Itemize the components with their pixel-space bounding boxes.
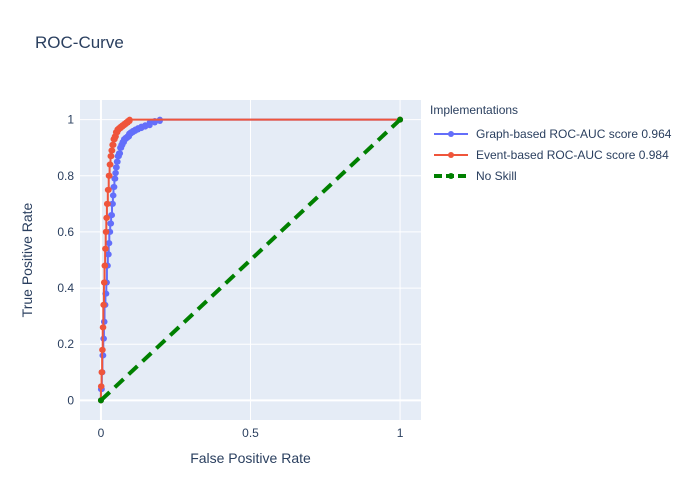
series-2-point[interactable] bbox=[97, 397, 104, 404]
series-0-point[interactable] bbox=[111, 184, 118, 191]
series-1-point[interactable] bbox=[99, 369, 106, 376]
series-1-point[interactable] bbox=[103, 228, 110, 235]
series-0-point[interactable] bbox=[112, 175, 119, 182]
y-tick-label: 0.2 bbox=[57, 337, 74, 351]
series-0-point[interactable] bbox=[117, 150, 124, 157]
series-0-point[interactable] bbox=[114, 158, 121, 165]
series-2 bbox=[97, 116, 404, 404]
series-0-point[interactable] bbox=[106, 240, 113, 247]
series-1-point[interactable] bbox=[98, 383, 105, 390]
series-1-point[interactable] bbox=[99, 346, 106, 353]
legend-swatch-marker bbox=[448, 172, 454, 179]
series-1-point[interactable] bbox=[109, 147, 116, 154]
chart-title: ROC-Curve bbox=[35, 33, 124, 52]
legend-item-event-based[interactable]: Event-based ROC-AUC score 0.984 bbox=[430, 144, 671, 165]
y-tick-label: 0.6 bbox=[57, 225, 74, 239]
series-0-point[interactable] bbox=[112, 169, 119, 176]
series-0-point[interactable] bbox=[110, 192, 117, 199]
legend-item-graph-based[interactable]: Graph-based ROC-AUC score 0.964 bbox=[430, 123, 671, 144]
y-tick-label: 0 bbox=[67, 393, 74, 407]
legend-title: Implementations bbox=[430, 103, 519, 117]
legend[interactable]: Implementations Graph-based ROC-AUC scor… bbox=[430, 103, 671, 186]
y-axis-title: True Positive Rate bbox=[19, 202, 35, 317]
series-2-point[interactable] bbox=[397, 116, 404, 123]
series-1-point[interactable] bbox=[100, 324, 107, 331]
series-1-point[interactable] bbox=[107, 161, 114, 168]
legend-swatch-graph-based bbox=[434, 130, 468, 137]
legend-label-event-based: Event-based ROC-AUC score 0.984 bbox=[476, 147, 669, 162]
series-0-point[interactable] bbox=[105, 251, 112, 258]
legend-swatch-marker bbox=[448, 130, 454, 137]
series-layer bbox=[97, 116, 404, 404]
tick-labels: 0 0.5 1 0 0.2 0.4 0.6 0.8 1 bbox=[57, 113, 403, 440]
legend-item-no-skill[interactable]: No Skill bbox=[430, 165, 671, 186]
series-1-point[interactable] bbox=[102, 262, 109, 269]
series-0-point[interactable] bbox=[142, 122, 149, 129]
series-0-point[interactable] bbox=[109, 200, 116, 207]
series-1-point[interactable] bbox=[104, 200, 111, 207]
legend-label-no-skill: No Skill bbox=[476, 168, 517, 183]
series-1-point[interactable] bbox=[103, 214, 110, 221]
y-tick-label: 1 bbox=[67, 113, 74, 127]
series-0-point[interactable] bbox=[146, 119, 153, 126]
series-1-point[interactable] bbox=[110, 141, 117, 148]
legend-label-graph-based: Graph-based ROC-AUC score 0.964 bbox=[476, 126, 672, 141]
series-1-point[interactable] bbox=[105, 186, 112, 193]
series-1-point[interactable] bbox=[101, 279, 108, 286]
series-1-point[interactable] bbox=[126, 116, 133, 123]
x-axis-title: False Positive Rate bbox=[190, 450, 311, 466]
series-0-point[interactable] bbox=[113, 164, 120, 171]
series-1-point[interactable] bbox=[102, 245, 109, 252]
legend-swatch-no-skill bbox=[434, 172, 468, 179]
legend-swatch-marker bbox=[448, 151, 454, 158]
series-2-line bbox=[99, 118, 402, 402]
x-tick-label: 0.5 bbox=[242, 426, 259, 440]
series-0-point[interactable] bbox=[109, 212, 116, 219]
series-1-point[interactable] bbox=[108, 153, 115, 160]
series-0-point[interactable] bbox=[108, 220, 115, 227]
x-tick-label: 1 bbox=[397, 426, 404, 440]
y-tick-label: 0.4 bbox=[57, 281, 74, 295]
series-1-point[interactable] bbox=[100, 301, 107, 308]
series-1-point[interactable] bbox=[106, 172, 113, 179]
x-tick-label: 0 bbox=[98, 426, 105, 440]
y-tick-label: 0.8 bbox=[57, 169, 74, 183]
legend-swatch-event-based bbox=[434, 151, 468, 158]
